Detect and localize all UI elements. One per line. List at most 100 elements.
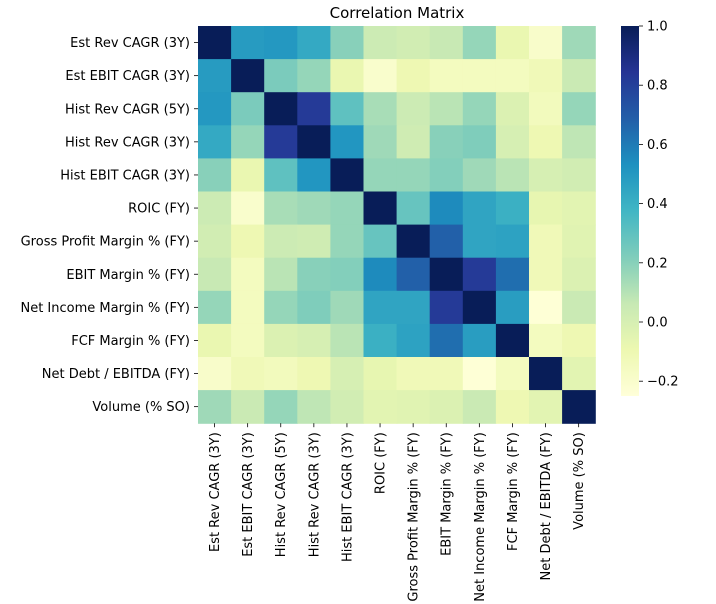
column-label: Est EBIT CAGR (3Y)	[241, 432, 256, 557]
column-label: Net Income Margin % (FY)	[473, 432, 488, 602]
colorbar-tick-label: 0.8	[647, 79, 668, 94]
colorbar-tick-label: −0.2	[647, 375, 679, 390]
heatmap-cell	[529, 191, 563, 226]
row-label: Net Debt / EBITDA (FY)	[42, 367, 190, 382]
column-label: ROIC (FY)	[374, 432, 389, 494]
heatmap-cell	[198, 26, 232, 60]
heatmap-cell	[264, 357, 298, 391]
heatmap-cell	[231, 257, 265, 292]
colorbar-gradient	[621, 26, 639, 396]
heatmap-cell	[396, 390, 431, 424]
heatmap-cell	[231, 59, 265, 93]
heatmap-cell	[198, 92, 232, 126]
heatmap-cell	[529, 158, 563, 193]
heatmap-cell	[495, 390, 530, 424]
colorbar-ticks: 1.0 0.8 0.6 0.4 0.2 0.0 −0.2	[639, 20, 679, 390]
heatmap-cell	[396, 357, 431, 391]
heatmap-cell	[330, 158, 365, 193]
colorbar-tick-label: 0.2	[647, 256, 668, 271]
heatmap-cell	[264, 390, 298, 424]
heatmap-cell	[264, 125, 298, 159]
column-label: Est Rev CAGR (3Y)	[208, 432, 223, 552]
heatmap-cell	[396, 323, 431, 358]
column-label: Gross Profit Margin % (FY)	[407, 432, 422, 601]
column-label: FCF Margin % (FY)	[506, 432, 521, 551]
heatmap-cell	[231, 92, 265, 126]
heatmap-cell	[495, 191, 530, 226]
row-label: Est EBIT CAGR (3Y)	[65, 69, 190, 84]
heatmap-cell	[396, 158, 431, 193]
heatmap-cell	[363, 125, 398, 159]
heatmap-cell	[429, 125, 464, 159]
heatmap-cell	[297, 290, 331, 325]
row-label: Gross Profit Margin % (FY)	[21, 235, 190, 250]
heatmap-cell	[462, 26, 497, 60]
heatmap-cell	[264, 191, 298, 226]
heatmap-cell	[330, 26, 365, 60]
heatmap-cell	[462, 59, 497, 93]
heatmap-cell	[529, 59, 563, 93]
heatmap-cell	[429, 158, 464, 193]
heatmap-cell	[462, 323, 497, 358]
heatmap-cell	[429, 323, 464, 358]
heatmap-cell	[429, 290, 464, 325]
heatmap-cell	[495, 158, 530, 193]
heatmap-cell	[363, 92, 398, 126]
heatmap-cell	[297, 92, 331, 126]
heatmap-cell	[231, 323, 265, 358]
heatmap-cell	[396, 290, 431, 325]
heatmap-cell	[264, 92, 298, 126]
heatmap-cell	[562, 390, 596, 424]
colorbar-tick-label: 0.6	[647, 138, 668, 153]
heatmap-cell	[198, 158, 232, 193]
heatmap-cell	[495, 257, 530, 292]
heatmap-cell	[264, 290, 298, 325]
row-label: EBIT Margin % (FY)	[66, 268, 190, 283]
heatmap-cell	[198, 125, 232, 159]
heatmap-cell	[297, 390, 331, 424]
heatmap-cell	[462, 390, 497, 424]
heatmap-cell	[231, 357, 265, 391]
chart-title: Correlation Matrix	[330, 4, 465, 22]
heatmap-cell	[462, 224, 497, 259]
heatmap-cell	[562, 224, 596, 259]
heatmap-cell	[297, 59, 331, 93]
heatmap-cell	[363, 323, 398, 358]
heatmap-cell	[562, 357, 596, 391]
heatmap-cell	[297, 158, 331, 193]
heatmap-cell	[529, 357, 563, 391]
heatmap-cell	[562, 59, 596, 93]
heatmap-cell	[330, 357, 365, 391]
row-label: Hist Rev CAGR (5Y)	[65, 102, 190, 117]
heatmap-cell	[429, 224, 464, 259]
heatmap-cell	[396, 191, 431, 226]
heatmap-cell	[529, 323, 563, 358]
heatmap-cell	[363, 26, 398, 60]
heatmap-cell	[297, 357, 331, 391]
heatmap-cell	[562, 257, 596, 292]
heatmap-cell	[297, 257, 331, 292]
heatmap-cell	[462, 290, 497, 325]
heatmap-cell	[264, 26, 298, 60]
heatmap-cell	[495, 125, 530, 159]
heatmap-cell	[429, 191, 464, 226]
heatmap-cells	[198, 26, 596, 424]
heatmap-cell	[264, 59, 298, 93]
heatmap-cell	[462, 92, 497, 126]
heatmap-cell	[429, 92, 464, 126]
colorbar-tick-label: 0.0	[647, 316, 668, 331]
heatmap-cell	[562, 191, 596, 226]
heatmap-cell	[330, 390, 365, 424]
heatmap-cell	[363, 390, 398, 424]
heatmap-cell	[231, 125, 265, 159]
heatmap-cell	[396, 92, 431, 126]
heatmap-cell	[495, 323, 530, 358]
heatmap-cell	[363, 224, 398, 259]
colorbar-tick-label: 0.4	[647, 197, 668, 212]
row-label: Est Rev CAGR (3Y)	[70, 36, 190, 51]
heatmap-cell	[363, 290, 398, 325]
heatmap-cell	[429, 59, 464, 93]
column-label: Hist Rev CAGR (5Y)	[274, 432, 289, 557]
heatmap-cell	[562, 125, 596, 159]
heatmap-cell	[231, 224, 265, 259]
